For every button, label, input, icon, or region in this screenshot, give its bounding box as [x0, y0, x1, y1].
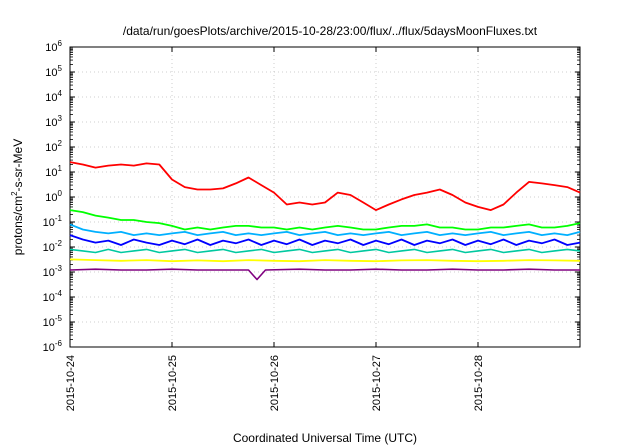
y-axis-ticks: 10-610-510-410-310-210-11001011021031041… [43, 39, 580, 354]
y-tick-exponent: 6 [58, 39, 63, 48]
y-tick-exponent: 4 [58, 89, 63, 98]
y-tick-label: 100 [45, 189, 62, 204]
y-axis-label-sup: 2 [10, 191, 19, 196]
series-line-6 [69, 258, 581, 263]
y-tick-exponent: -5 [55, 314, 63, 323]
y-tick-label: 101 [45, 164, 62, 179]
y-tick-label: 10-5 [43, 314, 63, 329]
y-tick-exponent: 0 [58, 189, 63, 198]
y-tick-exponent: -6 [55, 339, 63, 348]
y-tick-base: 10 [43, 267, 55, 279]
y-tick-base: 10 [45, 142, 57, 154]
y-tick-exponent: 2 [58, 139, 63, 148]
series-line-7 [69, 268, 580, 281]
y-tick-exponent: 1 [58, 164, 63, 173]
y-tick-base: 10 [43, 292, 55, 304]
y-tick-exponent: 5 [58, 64, 63, 73]
x-tick-label: 2015-10-28 [473, 355, 485, 411]
y-axis-label: protons/cm2-s-sr-MeV [10, 139, 25, 255]
x-tick-label: 2015-10-25 [167, 355, 179, 411]
x-tick-label: 2015-10-24 [65, 355, 77, 411]
y-tick-exponent: 3 [58, 114, 63, 123]
series-group [69, 161, 581, 281]
y-tick-label: 10-2 [43, 239, 63, 254]
x-axis-ticks: 2015-10-24 2015-10-25 2015-10-26 2015-10-27… [65, 47, 485, 411]
grid [70, 47, 580, 347]
x-axis-label: Coordinated Universal Time (UTC) [233, 431, 417, 445]
y-tick-label: 104 [45, 89, 62, 104]
y-tick-base: 10 [45, 117, 57, 129]
y-tick-exponent: -4 [55, 289, 63, 298]
y-tick-base: 10 [43, 342, 55, 354]
y-tick-label: 10-1 [43, 214, 63, 229]
series-line-2 [69, 209, 581, 231]
y-tick-label: 10-4 [43, 289, 63, 304]
chart-title: /data/run/goesPlots/archive/2015-10-28/2… [123, 24, 538, 38]
series-line-5 [69, 248, 581, 254]
series-line-1 [69, 161, 581, 212]
y-axis-label-base: protons/cm [11, 196, 25, 255]
y-tick-base: 10 [45, 192, 57, 204]
y-tick-exponent: -3 [55, 264, 63, 273]
y-tick-label: 106 [45, 39, 62, 54]
y-tick-base: 10 [45, 67, 57, 79]
y-tick-base: 10 [45, 42, 57, 54]
y-tick-label: 10-3 [43, 264, 63, 279]
y-tick-label: 10-6 [43, 339, 63, 354]
y-tick-base: 10 [45, 167, 57, 179]
y-tick-exponent: -1 [55, 214, 63, 223]
y-tick-base: 10 [43, 242, 55, 254]
y-axis-label-rest: -s-sr-MeV [11, 139, 25, 192]
y-tick-label: 102 [45, 139, 62, 154]
y-tick-base: 10 [43, 217, 55, 229]
series-line-3 [69, 223, 581, 237]
x-tick-label: 2015-10-27 [371, 355, 383, 411]
y-tick-base: 10 [45, 92, 57, 104]
series-line-4 [69, 234, 581, 246]
y-tick-label: 105 [45, 64, 62, 79]
y-tick-exponent: -2 [55, 239, 63, 248]
y-tick-base: 10 [43, 317, 55, 329]
x-tick-label: 2015-10-26 [269, 355, 281, 411]
y-tick-label: 103 [45, 114, 62, 129]
